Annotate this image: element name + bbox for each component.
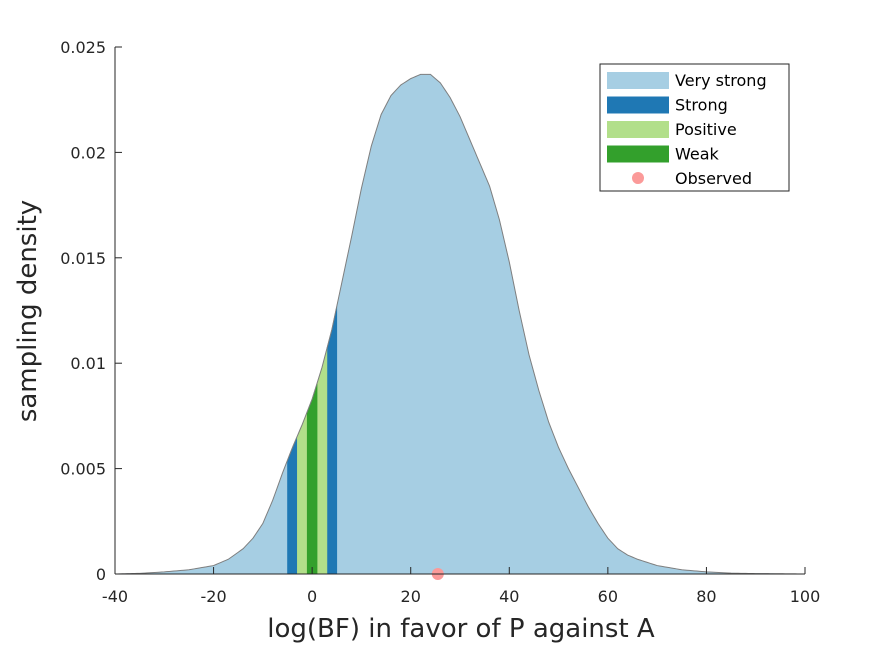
y-tick-label: 0.015 <box>60 249 106 268</box>
x-tick-label: -20 <box>201 587 227 606</box>
legend-label-positive: Positive <box>675 120 737 139</box>
plot-area <box>114 73 806 580</box>
band-positive <box>316 348 328 575</box>
legend-swatch-weak <box>607 145 669 163</box>
band-positive <box>297 411 308 575</box>
y-tick-label: 0 <box>96 565 106 584</box>
band-strong <box>326 306 338 575</box>
legend-swatch-strong <box>607 96 669 114</box>
axes: -40 -20 0 20 40 60 80 100 0 0.005 0.01 0.015 0.02 0.… <box>60 38 820 606</box>
legend: Very strong Strong Positive Weak Observed <box>599 63 790 192</box>
x-axis-title: log(BF) in favor of P against A <box>267 614 655 644</box>
x-tick-label: 0 <box>307 587 317 606</box>
x-ticks: -40 -20 0 20 40 60 80 100 <box>102 567 820 606</box>
y-tick-label: 0.01 <box>70 354 106 373</box>
x-tick-label: 40 <box>499 587 519 606</box>
legend-label-observed: Observed <box>675 169 752 188</box>
legend-label-weak: Weak <box>675 145 720 164</box>
y-ticks: 0 0.005 0.01 0.015 0.02 0.025 <box>60 38 122 584</box>
y-tick-label: 0.02 <box>70 143 106 162</box>
x-tick-label: 80 <box>696 587 716 606</box>
band-weak <box>306 383 318 575</box>
density-curve-outline <box>114 73 806 575</box>
x-tick-label: 100 <box>790 587 821 606</box>
legend-label-very-strong: Very strong <box>675 71 767 90</box>
x-tick-label: -40 <box>102 587 128 606</box>
legend-marker-observed <box>632 172 644 184</box>
y-axis-title: sampling density <box>13 200 43 422</box>
y-tick-label: 0.005 <box>60 460 106 479</box>
legend-label-strong: Strong <box>675 96 728 115</box>
x-tick-label: 20 <box>401 587 421 606</box>
legend-swatch-very-strong <box>607 72 669 89</box>
legend-swatch-positive <box>607 121 669 138</box>
y-tick-label: 0.025 <box>60 38 106 57</box>
band-very-strong <box>114 460 288 575</box>
x-tick-label: 60 <box>598 587 618 606</box>
